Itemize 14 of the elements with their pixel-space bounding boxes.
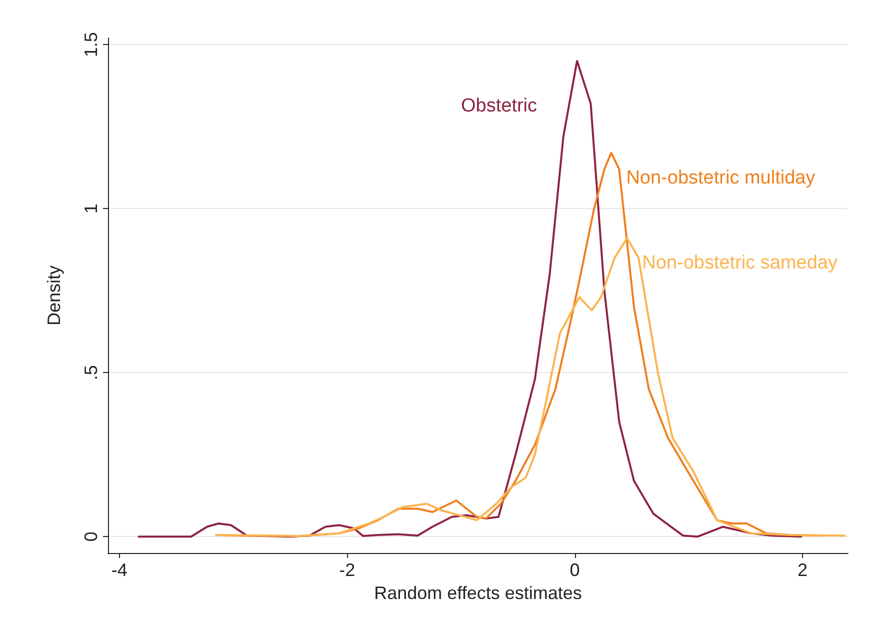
line-series — [215, 237, 846, 537]
x-axis-title: Random effects estimates — [374, 582, 582, 603]
y-tick-label: 1 — [81, 204, 101, 214]
x-tick-label: -2 — [339, 560, 356, 580]
y-tick-label: 0 — [81, 532, 101, 542]
y-tick-label: .5 — [81, 365, 101, 380]
x-tick-label: 2 — [797, 560, 808, 580]
series-label: Obstetric — [461, 95, 538, 116]
series-label: Non-obstetric multiday — [626, 167, 816, 188]
y-axis-title: Density — [44, 265, 64, 326]
x-tick-label: -4 — [111, 560, 128, 580]
series-label: Non-obstetric sameday — [642, 252, 838, 274]
x-tick-label: 0 — [570, 560, 580, 580]
y-tick-label: 1.5 — [81, 32, 101, 58]
